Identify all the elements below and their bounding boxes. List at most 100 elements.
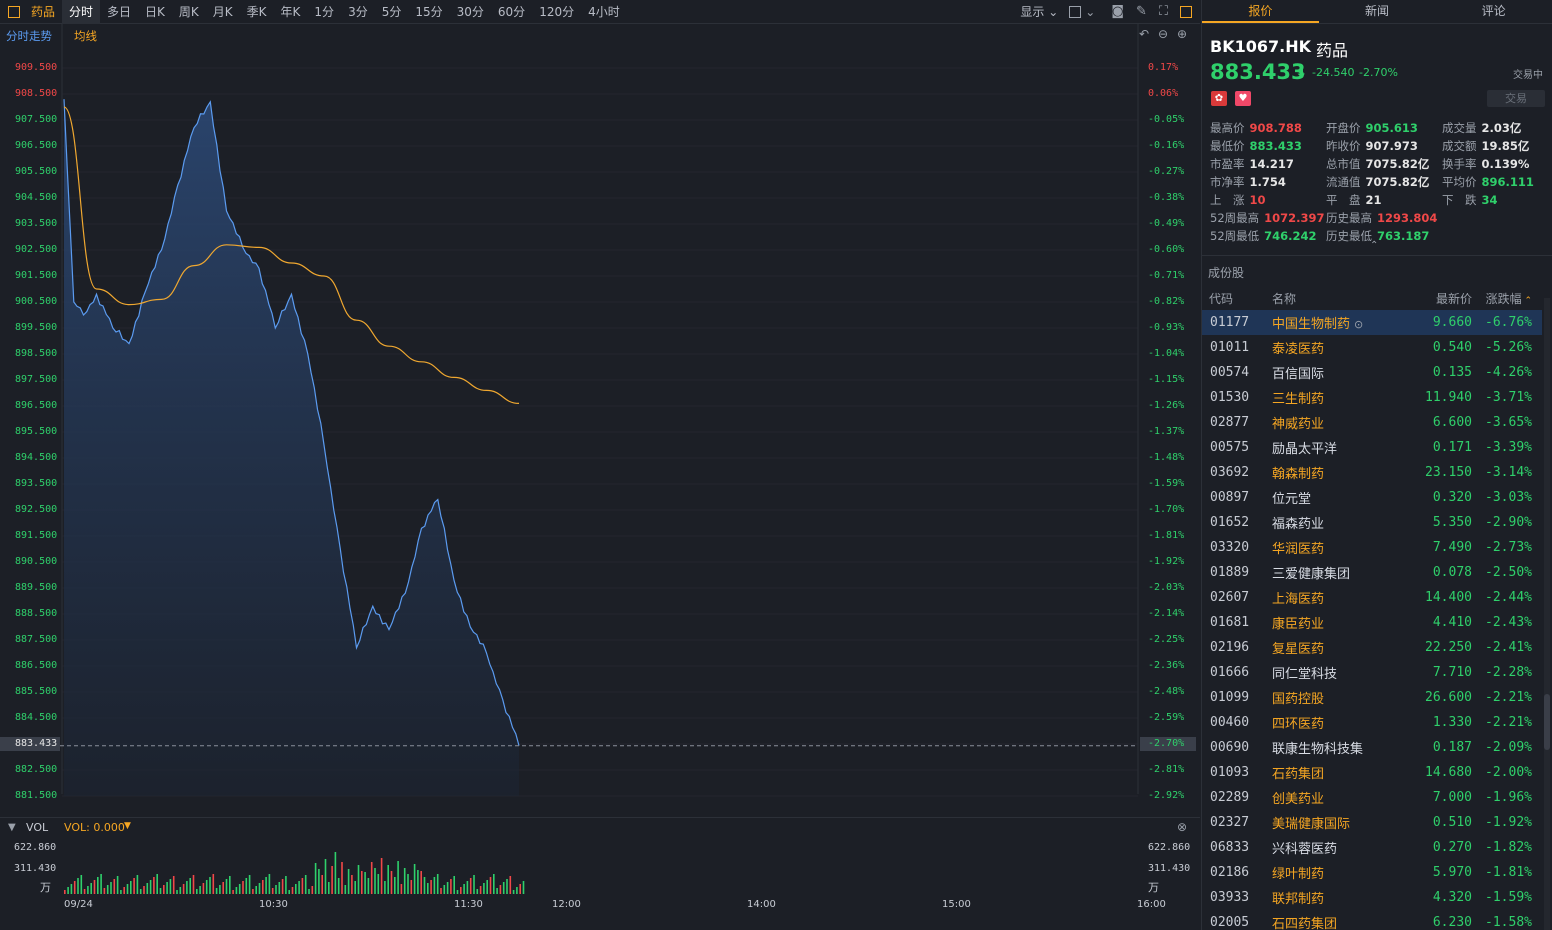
- constituent-row[interactable]: 01889 三爱健康集团 0.078 -2.50%: [1202, 560, 1542, 585]
- constituent-row[interactable]: 00574 百信国际 0.135 -4.26%: [1202, 360, 1542, 385]
- tab-daily-k[interactable]: 日K: [145, 4, 165, 19]
- constituent-row[interactable]: 01530 三生制药 11.940 -3.71%: [1202, 385, 1542, 410]
- row-price: 0.270: [1432, 840, 1472, 855]
- tab-intraday[interactable]: 分时: [62, 0, 101, 24]
- volume-bar: [70, 884, 73, 894]
- constituent-row[interactable]: 02289 创美药业 7.000 -1.96%: [1202, 785, 1542, 810]
- volume-bar: [209, 877, 211, 894]
- tab-4hour[interactable]: 4小时: [588, 4, 620, 19]
- chart-title[interactable]: 分时走势: [6, 29, 52, 43]
- tab-5min[interactable]: 5分: [381, 4, 402, 19]
- tab-news[interactable]: 新闻: [1365, 4, 1390, 18]
- constituent-row[interactable]: 01093 石药集团 14.680 -2.00%: [1202, 760, 1542, 785]
- tab-yearly-k[interactable]: 年K: [280, 4, 301, 19]
- undo-icon[interactable]: ↶: [1139, 27, 1150, 41]
- volume-bar: [374, 868, 376, 894]
- constituent-row[interactable]: 01652 福森药业 5.350 -2.90%: [1202, 510, 1542, 535]
- fullscreen-icon[interactable]: ⛶: [1158, 4, 1168, 19]
- volume-bar: [443, 885, 446, 894]
- constituent-row[interactable]: 00897 位元堂 0.320 -3.03%: [1202, 485, 1542, 510]
- tab-1min[interactable]: 1分: [314, 4, 335, 19]
- volume-bar: [285, 876, 287, 894]
- sidebar-toggle-icon[interactable]: [8, 5, 20, 18]
- volume-bar: [143, 886, 145, 894]
- favorite-heart-icon[interactable]: ♥: [1235, 91, 1251, 106]
- volume-bar: [156, 874, 158, 894]
- row-code: 00575: [1210, 440, 1250, 455]
- constituent-row[interactable]: 02327 美瑞健康国际 0.510 -1.92%: [1202, 810, 1542, 835]
- col-header-price[interactable]: 最新价: [1435, 291, 1472, 306]
- scrollbar-thumb[interactable]: [1544, 694, 1550, 750]
- constituent-row[interactable]: 01011 泰凌医药 0.540 -5.26%: [1202, 335, 1542, 360]
- close-icon[interactable]: ⊗: [1177, 820, 1188, 834]
- row-change-pct: -2.73%: [1485, 540, 1532, 555]
- camera-icon[interactable]: ◙: [1111, 4, 1124, 19]
- constituent-row[interactable]: 01666 同仁堂科技 7.710 -2.28%: [1202, 660, 1542, 685]
- constituent-row[interactable]: 01681 康臣药业 4.410 -2.43%: [1202, 610, 1542, 635]
- price-chart-svg[interactable]: [0, 24, 1200, 930]
- trade-button[interactable]: 交易: [1487, 90, 1545, 107]
- minus-circle-icon[interactable]: ⊖: [1158, 27, 1169, 41]
- chevron-down-icon[interactable]: ⌄: [1085, 4, 1096, 19]
- constituent-row[interactable]: 03320 华润医药 7.490 -2.73%: [1202, 535, 1542, 560]
- tab-30min[interactable]: 30分: [456, 4, 484, 19]
- tab-3min[interactable]: 3分: [348, 4, 368, 19]
- volume-bar: [291, 887, 294, 894]
- vol-value[interactable]: VOL: 0.000: [64, 821, 125, 834]
- pen-icon[interactable]: ✎: [1135, 4, 1147, 19]
- target-icon[interactable]: ⊙: [1354, 318, 1364, 331]
- constituent-row[interactable]: 03933 联邦制药 4.320 -1.59%: [1202, 885, 1542, 910]
- volume-bar: [235, 887, 238, 894]
- constituent-row[interactable]: 02607 上海医药 14.400 -2.44%: [1202, 585, 1542, 610]
- constituent-row[interactable]: 00460 四环医药 1.330 -2.21%: [1202, 710, 1542, 735]
- scrollbar[interactable]: [1544, 298, 1550, 930]
- row-price: 14.680: [1425, 765, 1472, 780]
- panel-toggle-icon[interactable]: [1180, 5, 1192, 18]
- time-tick-1400: 14:00: [747, 899, 776, 910]
- row-price: 26.600: [1425, 690, 1472, 705]
- col-header-code[interactable]: 代码: [1209, 291, 1234, 306]
- col-header-change[interactable]: 涨跌幅 ⌃: [1472, 286, 1542, 310]
- col-header-name[interactable]: 名称: [1272, 291, 1297, 306]
- volume-bar: [351, 875, 353, 894]
- stat-item: 下 跌 34: [1442, 192, 1498, 208]
- volume-bar: [509, 876, 512, 894]
- tab-quote[interactable]: 报价: [1202, 0, 1319, 23]
- constituent-row[interactable]: 01099 国药控股 26.600 -2.21%: [1202, 685, 1542, 710]
- tab-15min[interactable]: 15分: [415, 4, 443, 19]
- tab-stock-name[interactable]: 药品: [31, 4, 56, 19]
- row-price: 4.320: [1432, 890, 1472, 905]
- constituent-row[interactable]: 02005 石四药集团 6.230 -1.58%: [1202, 910, 1542, 930]
- tab-multi-day[interactable]: 多日: [107, 4, 132, 19]
- constituent-row[interactable]: 00575 励晶太平洋 0.171 -3.39%: [1202, 435, 1542, 460]
- tab-monthly-k[interactable]: 月K: [212, 4, 233, 19]
- stat-value: 883.433: [1249, 139, 1302, 153]
- tab-quarterly-k[interactable]: 季K: [246, 4, 267, 19]
- tab-120min[interactable]: 120分: [539, 4, 575, 19]
- chevron-up-icon[interactable]: ⌃: [1370, 240, 1379, 251]
- row-price: 14.400: [1425, 590, 1472, 605]
- constituent-row[interactable]: 02196 复星医药 22.250 -2.41%: [1202, 635, 1542, 660]
- constituent-row[interactable]: 02877 神威药业 6.600 -3.65%: [1202, 410, 1542, 435]
- ma-label[interactable]: 均线: [74, 29, 97, 43]
- row-price: 0.187: [1432, 740, 1472, 755]
- constituent-row[interactable]: 03692 翰森制药 23.150 -3.14%: [1202, 460, 1542, 485]
- chevron-down-icon[interactable]: ▼: [124, 821, 131, 831]
- stat-item: 市盈率 14.217: [1210, 156, 1294, 172]
- plus-circle-icon[interactable]: ⊕: [1177, 27, 1188, 41]
- tab-60min[interactable]: 60分: [497, 4, 526, 19]
- stat-label: 昨收价: [1326, 139, 1361, 153]
- tab-weekly-k[interactable]: 周K: [178, 4, 199, 19]
- display-menu[interactable]: 显示 ⌄: [1013, 0, 1065, 24]
- constituent-row[interactable]: 06833 兴科蓉医药 0.270 -1.82%: [1202, 835, 1542, 860]
- constituent-row[interactable]: 02186 绿叶制药 5.970 -1.81%: [1202, 860, 1542, 885]
- stat-value: 14.217: [1249, 157, 1294, 171]
- constituent-row[interactable]: 00690 联康生物科技集 0.187 -2.09%: [1202, 735, 1542, 760]
- price-tick: 904.500: [15, 192, 58, 203]
- collapse-icon[interactable]: ▼: [8, 822, 16, 833]
- constituent-row[interactable]: 01177 中国生物制药 ⊙ 9.660 -6.76%: [1202, 310, 1542, 335]
- tab-comments[interactable]: 评论: [1481, 4, 1506, 18]
- row-price: 0.078: [1432, 565, 1472, 580]
- row-change-pct: -3.71%: [1485, 390, 1532, 405]
- checkbox-icon[interactable]: [1069, 5, 1082, 18]
